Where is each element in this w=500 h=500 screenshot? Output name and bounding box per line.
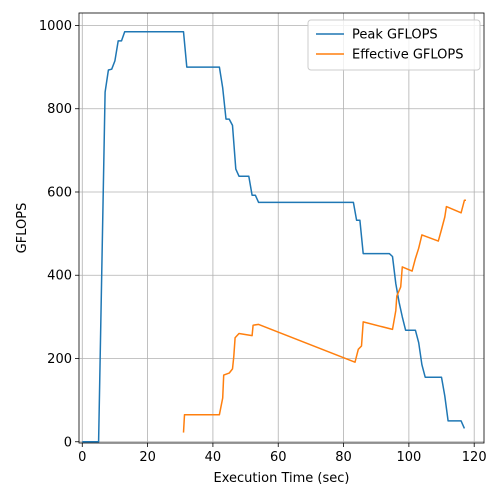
x-tick-label: 0 xyxy=(78,450,86,465)
y-axis-label: GFLOPS xyxy=(15,203,30,254)
y-tick-label: 400 xyxy=(47,269,72,284)
series-line-peak-gflops xyxy=(82,30,466,443)
legend-box xyxy=(307,19,481,71)
series-lines xyxy=(82,30,466,443)
y-tick-label: 200 xyxy=(47,352,72,367)
plot-frame xyxy=(78,12,485,444)
y-tick-label: 800 xyxy=(47,102,72,117)
x-axis-label: Execution Time (sec) xyxy=(214,471,350,486)
x-tick-label: 60 xyxy=(270,450,287,465)
series-line-effective-gflops xyxy=(182,199,466,433)
grid-lines xyxy=(79,13,484,443)
y-tick-label: 600 xyxy=(47,185,72,200)
x-tick-label: 20 xyxy=(139,450,156,465)
y-tick-label: 0 xyxy=(64,435,72,450)
legend: Peak GFLOPS Effective GFLOPS xyxy=(307,19,481,71)
x-tick-label: 100 xyxy=(396,450,421,465)
x-tick-label: 40 xyxy=(205,450,222,465)
legend-label: Peak GFLOPS xyxy=(352,28,438,43)
axis-ticks: 0 20 40 60 80 100 120 0 200 400 600 800 1000 xyxy=(39,19,487,465)
y-tick-label: 1000 xyxy=(39,19,72,34)
legend-label: Effective GFLOPS xyxy=(352,48,464,63)
x-tick-label: 120 xyxy=(462,450,487,465)
x-tick-label: 80 xyxy=(335,450,352,465)
